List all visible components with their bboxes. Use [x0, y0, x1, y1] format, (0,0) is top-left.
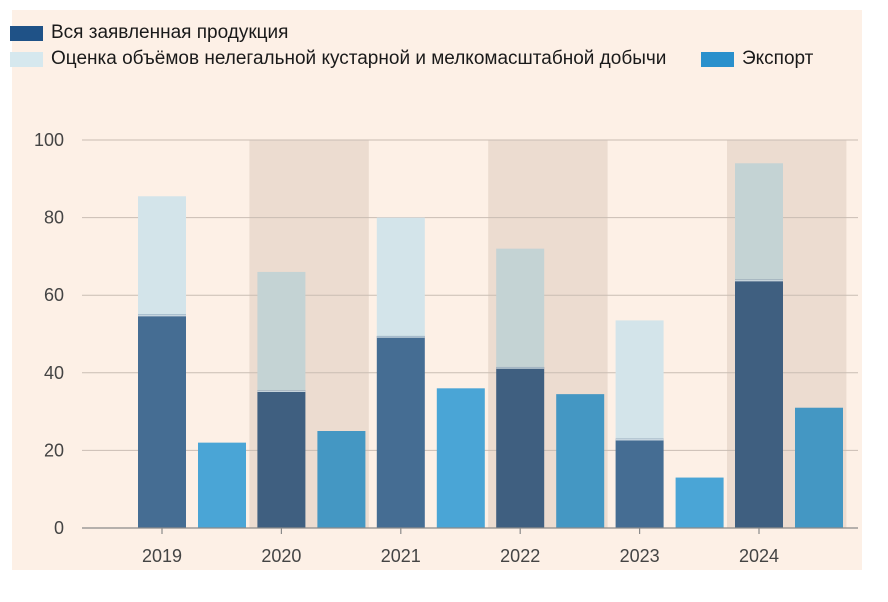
legend-label-illegal: Оценка объёмов нелегальной кустарной и м… [51, 48, 667, 69]
bar-illegal-2023 [615, 320, 664, 439]
x-tick-label-2023: 2023 [620, 546, 660, 566]
legend-item-export: Экспорт [701, 48, 813, 70]
bar-export-2023 [675, 477, 724, 528]
x-tick-label-2021: 2021 [381, 546, 421, 566]
y-tick-label: 40 [44, 363, 64, 383]
legend-swatch-illegal [10, 52, 43, 67]
bar-declared-2022 [496, 366, 545, 528]
bar-export-2021 [436, 388, 485, 528]
y-tick-label: 100 [34, 130, 64, 150]
bar-declared-2019 [138, 314, 186, 528]
bar-illegal-2024 [735, 163, 783, 280]
bar-declared-2023 [615, 438, 664, 528]
legend-swatch-export [701, 52, 734, 67]
x-tick-label-2020: 2020 [261, 546, 301, 566]
y-tick-label: 20 [44, 440, 64, 460]
legend-label-declared: Вся заявленная продукция [51, 22, 289, 43]
bar-declared-2021 [376, 335, 425, 528]
legend-item-illegal: Оценка объёмов нелегальной кустарной и м… [10, 48, 693, 70]
x-tick-label-2024: 2024 [739, 546, 779, 566]
legend-item-declared: Вся заявленная продукция [10, 22, 840, 44]
legend: Вся заявленная продукция Оценка объёмов … [10, 22, 840, 70]
bar-illegal-2019 [138, 196, 186, 315]
bar-illegal-2022 [496, 248, 545, 367]
bar-declared-2024 [735, 279, 783, 528]
bar-export-2020 [317, 431, 366, 528]
bar-illegal-2021 [376, 217, 425, 336]
y-tick-label: 80 [44, 208, 64, 228]
legend-swatch-declared [10, 26, 43, 41]
bar-export-2019 [198, 442, 246, 528]
y-tick-label: 60 [44, 285, 64, 305]
legend-label-export: Экспорт [742, 48, 814, 69]
x-tick-label-2019: 2019 [142, 546, 182, 566]
bar-declared-2020 [257, 390, 306, 528]
bar-export-2022 [556, 394, 605, 528]
bar-export-2024 [795, 407, 843, 528]
bar-illegal-2020 [257, 271, 306, 391]
y-tick-label: 0 [54, 518, 64, 538]
x-tick-label-2022: 2022 [500, 546, 540, 566]
